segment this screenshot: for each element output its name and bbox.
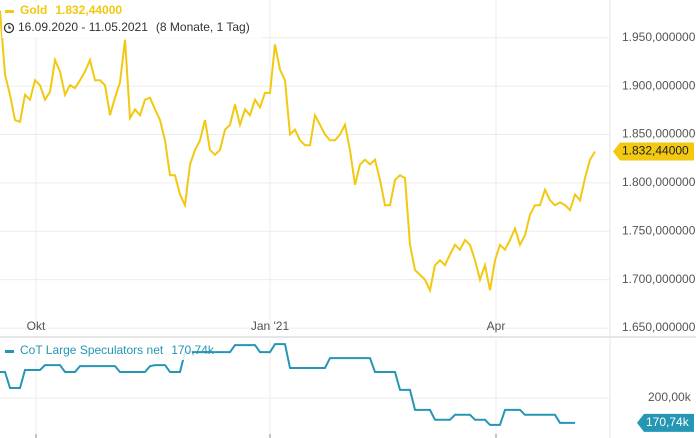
y-tick-label: 1.950,000000 <box>622 30 696 44</box>
clock-hand <box>8 25 11 29</box>
legend-value: 170,74k <box>171 343 215 357</box>
price-badge-label: 170,74k <box>646 415 690 429</box>
legend-name: Gold <box>20 3 47 17</box>
date-span: (8 Monate, 1 Tag) <box>156 20 250 34</box>
y-tick-label: 1.900,000000 <box>622 78 696 92</box>
clock-icon <box>3 22 15 34</box>
legend-value: 1.832,44000 <box>55 3 122 17</box>
mark-layer <box>0 10 596 426</box>
x-tick-label: Okt <box>27 319 46 333</box>
legend-name: CoT Large Speculators net <box>20 343 164 357</box>
label-layer: Gold 1.832,44000 16.09.2020 - 11.05.2021… <box>2 2 696 432</box>
price-badge <box>637 413 694 432</box>
y-tick-label: 1.750,000000 <box>622 223 696 237</box>
series-line <box>0 343 575 426</box>
legend-swatch <box>5 350 14 353</box>
series-line <box>0 10 596 294</box>
legend-swatch <box>5 10 14 13</box>
y-tick-label: 1.850,000000 <box>622 127 696 141</box>
date-range: 16.09.2020 - 11.05.2021 <box>18 20 148 34</box>
price-badge-label: 1.832,44000 <box>622 144 689 158</box>
price-badge <box>613 142 694 161</box>
legend-bg <box>2 2 262 38</box>
y-tick-label: 1.650,000000 <box>622 320 696 334</box>
y-tick-label: 1.700,000000 <box>622 272 696 286</box>
x-tick-label: Jan '21 <box>251 319 290 333</box>
y-tick-label: 1.800,000000 <box>622 175 696 189</box>
x-tick-label: Apr <box>487 319 506 333</box>
y-tick-label: 200,00k <box>648 390 692 404</box>
legend-bg <box>2 342 192 360</box>
